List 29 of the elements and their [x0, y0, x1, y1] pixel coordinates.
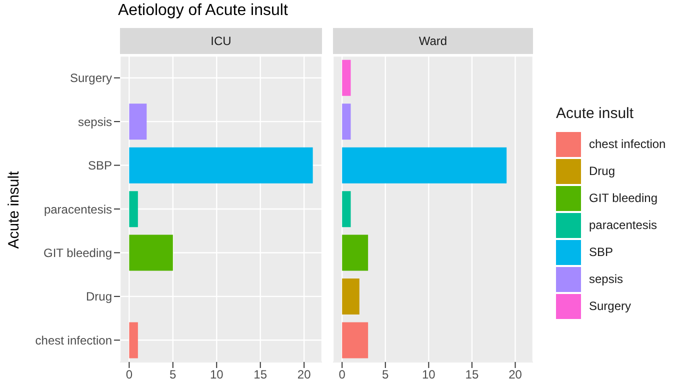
y-tick-label: chest infection: [35, 333, 112, 348]
legend-title: Acute insult: [556, 105, 634, 122]
legend-label: Surgery: [589, 299, 632, 313]
x-tick-label: 20: [297, 368, 312, 382]
y-tick-label: sepsis: [78, 114, 112, 129]
x-tick-label: 10: [210, 368, 224, 382]
chart-subtitle: ICU: [120, 28, 322, 54]
legend-label: sepsis: [589, 272, 624, 286]
y-axis-title: Acute insult: [6, 171, 22, 249]
legend-label: paracentesis: [589, 218, 658, 232]
chart-title: Aetiology of Acute insult: [118, 2, 288, 20]
x-tick-label: 0: [338, 368, 346, 382]
x-tick-label: 15: [254, 368, 268, 382]
legend-label: SBP: [589, 245, 614, 259]
y-tick-label: GIT bleeding: [44, 246, 112, 260]
x-tick-label: 5: [382, 368, 390, 382]
chart-subtitle: Ward: [333, 28, 533, 54]
legend-label: chest infection: [589, 137, 666, 151]
x-tick-label: 5: [170, 368, 177, 382]
y-tick-label: Drug: [86, 290, 112, 304]
legend-label: Drug: [589, 164, 616, 178]
y-tick-label: SBP: [88, 158, 112, 173]
x-tick-label: 15: [465, 368, 479, 382]
x-tick-label: 20: [508, 368, 522, 382]
y-tick-label: Surgery: [70, 71, 112, 86]
x-tick-label: 10: [422, 368, 436, 382]
legend-label: GIT bleeding: [589, 191, 658, 205]
x-tick-label: 0: [126, 368, 133, 382]
y-tick-label: paracentesis: [44, 202, 112, 216]
